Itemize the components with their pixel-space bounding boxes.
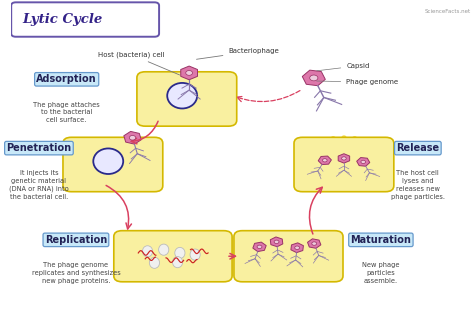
Circle shape [361, 160, 365, 164]
Text: Maturation: Maturation [350, 235, 411, 245]
Circle shape [312, 242, 317, 245]
Text: The phage genome
replicates and synthesizes
new phage proteins.: The phage genome replicates and synthesi… [32, 262, 120, 284]
FancyBboxPatch shape [294, 137, 394, 192]
Circle shape [295, 246, 300, 249]
Text: ScienceFacts.net: ScienceFacts.net [425, 9, 471, 14]
FancyBboxPatch shape [11, 2, 159, 37]
Ellipse shape [143, 246, 153, 257]
FancyBboxPatch shape [63, 137, 163, 192]
Text: The phage attaches
to the bacterial
cell surface.: The phage attaches to the bacterial cell… [33, 102, 100, 123]
Ellipse shape [93, 148, 123, 174]
Text: Penetration: Penetration [6, 143, 72, 153]
Ellipse shape [159, 244, 169, 255]
FancyBboxPatch shape [234, 231, 343, 282]
Text: The host cell
lyses and
releases new
phage particles.: The host cell lyses and releases new pha… [391, 170, 445, 200]
Text: Bacteriophage: Bacteriophage [197, 48, 279, 59]
Text: Phage genome: Phage genome [317, 79, 398, 85]
Text: Release: Release [396, 143, 439, 153]
Circle shape [322, 159, 327, 162]
Ellipse shape [175, 247, 185, 259]
Circle shape [274, 240, 279, 243]
Circle shape [310, 75, 318, 81]
Text: Adsorption: Adsorption [36, 74, 97, 84]
Circle shape [257, 245, 262, 248]
Text: It injects its
genetic material
(DNA or RNA) into
the bacterial cell.: It injects its genetic material (DNA or … [9, 170, 69, 200]
Ellipse shape [167, 83, 197, 109]
Circle shape [186, 70, 192, 75]
Ellipse shape [190, 249, 200, 260]
Ellipse shape [173, 257, 182, 268]
Text: New phage
particles
assemble.: New phage particles assemble. [362, 262, 400, 284]
Text: Lytic Cycle: Lytic Cycle [23, 13, 103, 26]
FancyBboxPatch shape [114, 231, 232, 282]
FancyBboxPatch shape [137, 72, 237, 126]
Text: Replication: Replication [45, 235, 107, 245]
Text: Capsid: Capsid [317, 63, 370, 71]
Circle shape [129, 136, 136, 140]
Ellipse shape [149, 257, 160, 268]
Circle shape [342, 157, 346, 160]
Text: Host (bacteria) cell: Host (bacteria) cell [98, 51, 180, 75]
